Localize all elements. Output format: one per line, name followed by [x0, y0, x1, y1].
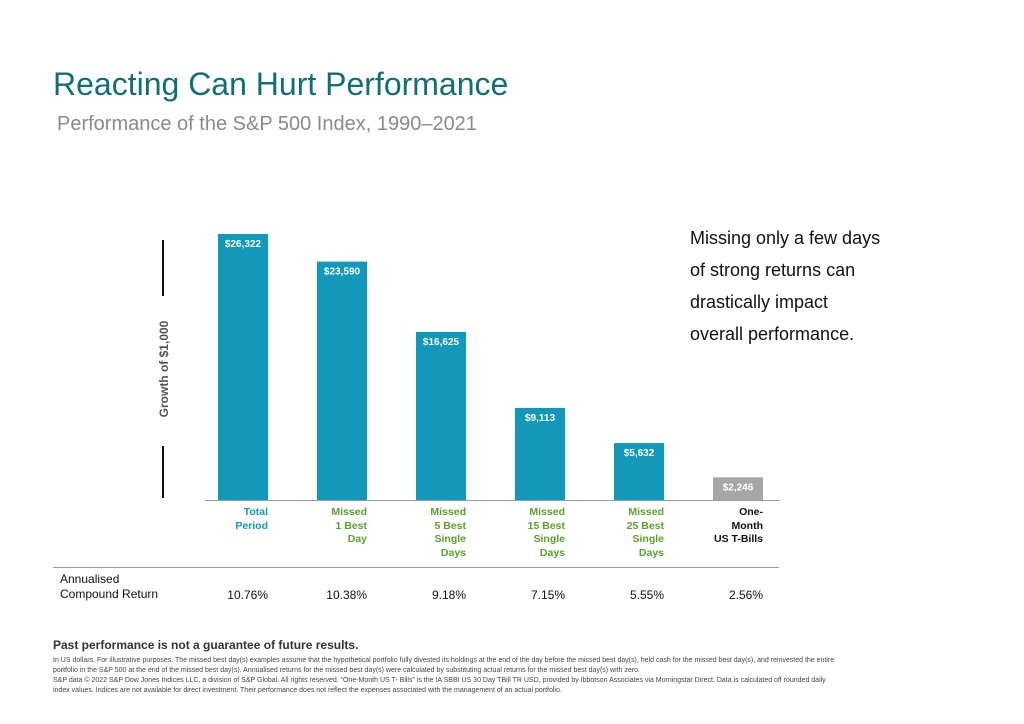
category-label-line: One-	[739, 506, 763, 518]
category-label-2: Missed 5 Best Single Days	[376, 506, 466, 560]
category-label-line: 5 Best	[434, 519, 466, 532]
bar-4	[614, 443, 664, 500]
category-label-line: Days	[638, 546, 664, 559]
category-label-line: Total	[243, 506, 268, 518]
category-label-line: Missed	[430, 506, 466, 518]
category-label-line: Missed	[331, 506, 367, 518]
category-label-line: Single	[434, 533, 466, 545]
category-label-line: Days	[440, 546, 466, 559]
category-label-line: 1 Best	[335, 519, 367, 532]
bar-value-label-3: $9,113	[525, 413, 555, 424]
bar-value-label-2: $16,625	[423, 337, 460, 348]
annotation-line: Missing only a few days	[690, 228, 881, 248]
return-value-5: 2.56%	[728, 588, 763, 602]
annotation-line: overall performance.	[690, 324, 855, 344]
bar-5	[713, 477, 763, 500]
annotation-text: Missing only a few days of strong returns…	[690, 222, 950, 350]
page-title: Reacting Can Hurt Performance	[53, 66, 509, 102]
bar-1	[317, 261, 367, 500]
return-value-4: 5.55%	[629, 588, 664, 602]
category-label-line: Single	[533, 533, 565, 545]
bar-3	[515, 407, 565, 500]
category-label-3: Missed 15 Best Single Days	[475, 506, 565, 560]
returns-label-line: Annualised	[60, 572, 120, 586]
category-label-4: Missed 25 Best Single Days	[574, 506, 664, 560]
bar-value-label-1: $23,590	[324, 267, 361, 278]
category-label-5: One- Month US T-Bills	[673, 506, 763, 547]
y-axis-label-group: Growth of $1,000	[145, 240, 183, 498]
page-subtitle: Performance of the S&P 500 Index, 1990–2…	[57, 113, 477, 135]
bar-value-label-5: $2,246	[723, 482, 754, 493]
category-label-line: Day	[347, 533, 367, 545]
return-value-0: 10.76%	[227, 588, 268, 602]
category-label-line: Period	[235, 519, 268, 532]
category-label-line: 25 Best	[626, 519, 664, 532]
bar-0	[218, 234, 268, 500]
disclaimer-line: index values. Indices are not available …	[53, 687, 562, 694]
category-label-line: US T-Bills	[713, 533, 763, 545]
disclaimer-text: In US dollars. For illustrative purposes…	[53, 656, 963, 696]
returns-label-line: Compound Return	[60, 587, 159, 601]
category-label-0: Total Period	[178, 506, 268, 533]
disclaimer-line: In US dollars. For illustrative purposes…	[53, 657, 835, 664]
bar-2	[416, 331, 466, 500]
y-axis-bracket-top	[162, 240, 164, 296]
category-label-line: Single	[632, 533, 664, 545]
disclaimer-line: portfolio in the S&P 500 at the end of t…	[53, 667, 641, 674]
category-label-line: Missed	[529, 506, 565, 518]
bar-value-label-4: $5,632	[624, 448, 655, 459]
disclaimer-line: S&P data © 2022 S&P Dow Jones Indices LL…	[53, 677, 826, 684]
category-label-line: 15 Best	[527, 519, 565, 532]
returns-row-label: Annualised Compound Return	[60, 572, 158, 602]
category-label-line: Missed	[628, 506, 664, 518]
return-value-1: 10.38%	[326, 588, 367, 602]
annotation-line: of strong returns can	[690, 260, 856, 280]
category-label-1: Missed 1 Best Day	[277, 506, 367, 547]
return-value-3: 7.15%	[530, 588, 565, 602]
disclaimer-heading: Past performance is not a guarantee of f…	[53, 638, 359, 652]
y-axis-bracket-bottom	[162, 446, 164, 498]
annotation-line: drastically impact	[690, 292, 829, 312]
category-label-line: Month	[731, 519, 764, 532]
bar-value-label-0: $26,322	[225, 239, 262, 250]
return-value-2: 9.18%	[431, 588, 466, 602]
returns-divider	[53, 567, 779, 568]
category-label-line: Days	[539, 546, 565, 559]
